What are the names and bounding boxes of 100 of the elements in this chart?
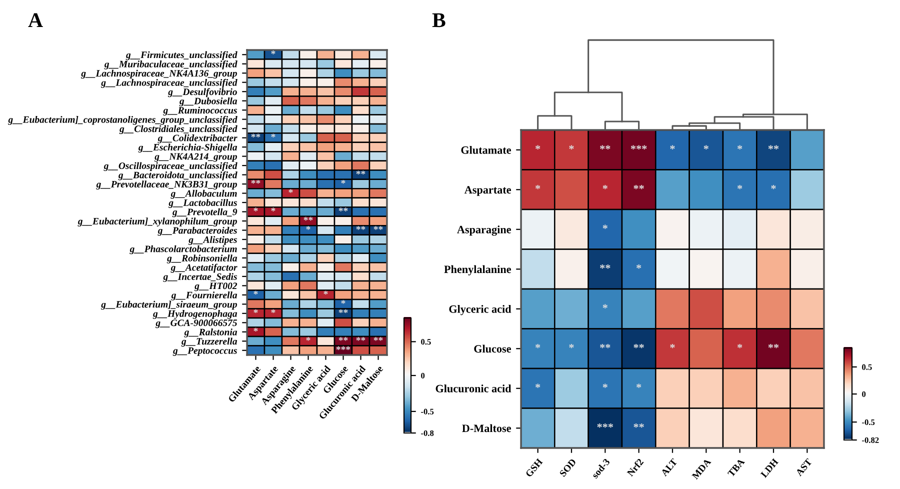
data-label: * — [271, 134, 276, 138]
data-label: * — [602, 184, 608, 190]
data-label: * — [569, 145, 574, 150]
y-tick-label: g__Muribaculaceae_unclassified — [104, 60, 238, 70]
y-tick-label: Glucose — [474, 344, 511, 353]
y-tick-label: g__Eubacterium]_coprostanoligenes_group_unclassified — [8, 116, 238, 125]
color-bar-label: -0.5 — [862, 419, 875, 426]
data-label: * — [536, 145, 540, 150]
data-label: * — [704, 145, 708, 150]
data-label: * — [670, 145, 675, 150]
y-tick-label: g__GCA-900066575 — [156, 320, 238, 328]
y-tick-label: Asparagine — [457, 226, 511, 236]
y-tick-label: g__Desulfovibrio — [168, 88, 237, 98]
y-tick-label: Phenylalanine — [444, 265, 511, 276]
data-label: * — [738, 344, 742, 348]
y-tick-label: g__Lachnospiraceae_unclassified — [100, 78, 238, 88]
data-label: * — [569, 344, 574, 348]
y-tick-label: g__Ralstonia — [184, 328, 238, 338]
y-tick-label: Glyceric acid — [449, 305, 512, 316]
data-label: * — [670, 344, 675, 348]
y-tick-label: g__Escherichia-Shigella — [138, 144, 238, 152]
data-label: * — [536, 184, 540, 190]
data-label: * — [636, 264, 642, 269]
data-label: ** — [356, 170, 366, 174]
data-label: * — [536, 384, 540, 388]
y-tick-label: g__Eubacterium]_siraeum_group — [100, 300, 237, 310]
data-label: * — [771, 184, 776, 190]
y-tick-label: Glutamate — [461, 146, 511, 154]
y-tick-label: g__Colidextribacter — [158, 134, 238, 144]
data-label: ** — [338, 208, 348, 212]
data-label: ** — [374, 337, 383, 341]
data-label: * — [602, 224, 608, 229]
y-tick-label: g__NK4A214_group — [154, 153, 237, 162]
data-label: ** — [768, 344, 779, 348]
y-tick-label: g__Tuzzerella — [181, 338, 238, 347]
data-label: ** — [634, 423, 644, 428]
data-label: * — [341, 180, 346, 184]
data-label: * — [271, 208, 276, 212]
y-tick-label: g__Acetatifactor — [170, 264, 238, 273]
color-bar-label: -0.82 — [862, 437, 879, 444]
y-tick-label: g__Parabacteroides — [158, 226, 237, 236]
data-label: ** — [356, 226, 366, 230]
data-label: *** — [597, 423, 614, 428]
data-label: *** — [630, 145, 647, 150]
y-tick-label: g__Prevotellaceae_NK3B31_group — [96, 180, 237, 190]
data-label: * — [738, 184, 742, 190]
y-tick-label: g__Bacteroidota_unclassified — [118, 171, 238, 180]
y-tick-label: g__Hydrogenophaga — [152, 310, 238, 319]
y-tick-label: Aspartate — [464, 186, 511, 196]
y-tick-label: g__Lachnospiraceae_NK4A136_group — [80, 70, 237, 79]
data-label: * — [306, 337, 310, 341]
data-label: * — [738, 145, 742, 150]
x-tick-label: TBA — [727, 458, 745, 478]
y-tick-label: g__Alistipes — [188, 236, 237, 245]
data-label: * — [288, 189, 293, 193]
data-label: * — [602, 384, 608, 388]
y-tick-label: g__Ruminococcus — [163, 106, 237, 116]
data-label: ** — [600, 344, 610, 348]
data-label: * — [341, 300, 346, 304]
data-label: * — [602, 304, 608, 308]
color-bar-label: 0.5 — [421, 339, 431, 345]
color-bar-label: -0.8 — [421, 430, 434, 436]
y-tick-label: g__Incertae_Sedis — [163, 273, 237, 282]
y-tick-label: g__Eubacterium]_xylanophilum_group — [78, 218, 237, 226]
data-label: * — [536, 344, 540, 348]
data-label: * — [254, 309, 258, 313]
data-label: * — [271, 50, 276, 54]
y-tick-label: D-Maltose — [462, 424, 511, 432]
data-label: ** — [634, 344, 644, 348]
data-label: * — [324, 290, 328, 295]
y-tick-label: g__HT002 — [194, 282, 238, 292]
y-tick-label: g__Oscillospiraceae_unclassified — [104, 162, 238, 172]
y-tick-label: g__Phascolarctobacterium — [130, 245, 237, 254]
data-label: ** — [374, 226, 383, 230]
data-label: * — [254, 328, 258, 332]
chart-title: B — [432, 13, 446, 28]
color-bar-label: 0.5 — [862, 364, 872, 370]
data-label: *** — [336, 346, 350, 350]
y-tick-label: g__Lactobacillus — [168, 199, 237, 208]
data-label: ** — [634, 184, 644, 190]
color-bar-label: -0.5 — [421, 408, 434, 414]
data-label: ** — [600, 264, 610, 269]
y-tick-label: g__Fournierella — [171, 292, 238, 300]
data-label: ** — [304, 216, 313, 221]
text: A — [28, 13, 43, 28]
y-tick-label: g__Clostridiales_unclassified — [119, 125, 238, 134]
y-tick-label: g__Peptococcus — [172, 347, 237, 356]
data-label: ** — [251, 134, 260, 138]
data-label: * — [271, 309, 276, 313]
data-label: ** — [768, 145, 779, 150]
y-tick-label: g__Firmicutes_unclassified — [126, 51, 238, 60]
data-label: ** — [356, 337, 366, 341]
color-bar-label: 0 — [862, 391, 866, 397]
y-tick-label: g__Dubosiella — [179, 97, 238, 106]
data-label: * — [254, 208, 258, 212]
data-label: * — [636, 384, 642, 388]
data-label: ** — [251, 180, 260, 184]
data-label: * — [306, 226, 310, 230]
y-tick-label: g__Allobaculum — [170, 190, 237, 199]
data-label: * — [254, 290, 258, 295]
